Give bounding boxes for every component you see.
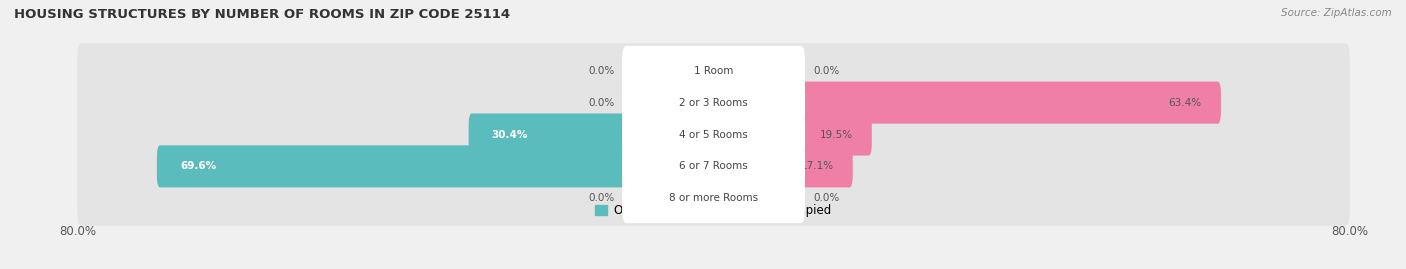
Text: 2 or 3 Rooms: 2 or 3 Rooms	[679, 98, 748, 108]
FancyBboxPatch shape	[710, 114, 872, 155]
Text: 4 or 5 Rooms: 4 or 5 Rooms	[679, 129, 748, 140]
Text: 0.0%: 0.0%	[813, 66, 839, 76]
Text: 1 Room: 1 Room	[693, 66, 734, 76]
FancyBboxPatch shape	[621, 141, 806, 191]
FancyBboxPatch shape	[621, 78, 806, 128]
FancyBboxPatch shape	[621, 46, 806, 95]
Text: 30.4%: 30.4%	[492, 129, 529, 140]
Text: 69.6%: 69.6%	[180, 161, 217, 171]
Text: 0.0%: 0.0%	[813, 193, 839, 203]
FancyBboxPatch shape	[157, 145, 717, 187]
FancyBboxPatch shape	[468, 114, 717, 155]
FancyBboxPatch shape	[710, 145, 852, 187]
FancyBboxPatch shape	[77, 43, 1350, 98]
FancyBboxPatch shape	[679, 82, 717, 124]
FancyBboxPatch shape	[679, 177, 717, 219]
FancyBboxPatch shape	[621, 110, 806, 159]
FancyBboxPatch shape	[77, 139, 1350, 194]
Text: 63.4%: 63.4%	[1168, 98, 1202, 108]
Text: HOUSING STRUCTURES BY NUMBER OF ROOMS IN ZIP CODE 25114: HOUSING STRUCTURES BY NUMBER OF ROOMS IN…	[14, 8, 510, 21]
Text: 0.0%: 0.0%	[588, 66, 614, 76]
Text: Source: ZipAtlas.com: Source: ZipAtlas.com	[1281, 8, 1392, 18]
FancyBboxPatch shape	[77, 171, 1350, 226]
FancyBboxPatch shape	[621, 174, 806, 223]
Legend: Owner-occupied, Renter-occupied: Owner-occupied, Renter-occupied	[591, 199, 837, 222]
Text: 8 or more Rooms: 8 or more Rooms	[669, 193, 758, 203]
FancyBboxPatch shape	[710, 82, 1220, 124]
Text: 0.0%: 0.0%	[588, 193, 614, 203]
Text: 17.1%: 17.1%	[800, 161, 834, 171]
FancyBboxPatch shape	[679, 50, 717, 92]
FancyBboxPatch shape	[77, 75, 1350, 130]
FancyBboxPatch shape	[77, 107, 1350, 162]
FancyBboxPatch shape	[710, 177, 748, 219]
FancyBboxPatch shape	[710, 50, 748, 92]
Text: 6 or 7 Rooms: 6 or 7 Rooms	[679, 161, 748, 171]
Text: 19.5%: 19.5%	[820, 129, 852, 140]
Text: 0.0%: 0.0%	[588, 98, 614, 108]
